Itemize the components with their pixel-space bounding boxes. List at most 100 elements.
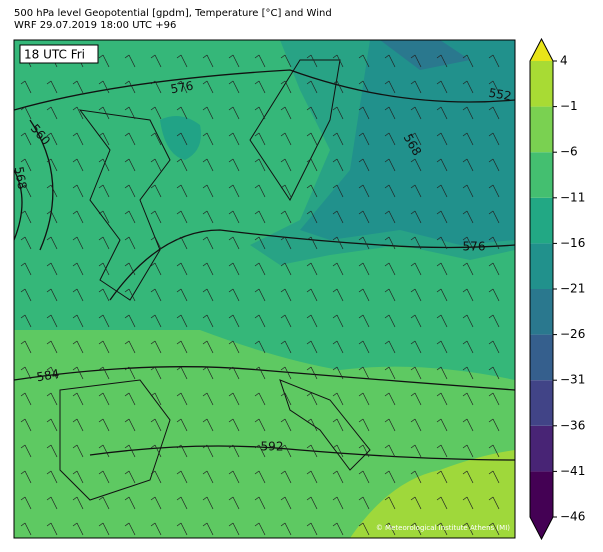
wind-barb	[20, 418, 32, 432]
wind-barb	[46, 262, 58, 276]
wind-barb	[46, 80, 58, 94]
wind-barb	[124, 470, 136, 484]
wind-barb	[124, 80, 136, 94]
wind-barb	[332, 418, 344, 432]
contour-label: 576	[463, 240, 486, 254]
wind-barb	[98, 210, 110, 224]
wind-barb	[306, 80, 318, 94]
wind-barb	[306, 366, 318, 380]
wind-barb	[98, 522, 110, 536]
wind-barb	[46, 418, 58, 432]
wind-barb	[72, 392, 84, 406]
wind-barb	[488, 366, 500, 380]
wind-barb	[98, 340, 110, 354]
wind-barb	[20, 210, 32, 224]
wind-barb	[176, 340, 188, 354]
wind-barb	[176, 262, 188, 276]
wind-barb	[176, 132, 188, 146]
wind-barb	[358, 106, 370, 120]
wind-barb	[462, 210, 474, 224]
wind-barb	[384, 80, 396, 94]
wind-barb	[20, 106, 32, 120]
wind-barb	[436, 210, 448, 224]
wind-barb	[228, 496, 240, 510]
wind-barb	[410, 132, 422, 146]
wind-barb	[98, 54, 110, 68]
wind-barb	[332, 262, 344, 276]
wind-barb	[46, 106, 58, 120]
wind-barb	[176, 184, 188, 198]
wind-barb	[98, 444, 110, 458]
wind-barb	[332, 210, 344, 224]
wind-barb	[488, 54, 500, 68]
wind-barb	[124, 444, 136, 458]
wind-barb	[280, 522, 292, 536]
wind-barb	[72, 106, 84, 120]
colorbar-band	[530, 61, 553, 107]
wind-barb	[254, 470, 266, 484]
wind-barb	[228, 158, 240, 172]
wind-barb	[306, 106, 318, 120]
wind-barb	[410, 158, 422, 172]
wind-barb	[280, 184, 292, 198]
colorbar: −46 −41 −36 −31 −26 −21 −16 −11 −6 −1 4	[529, 37, 585, 541]
wind-barb	[72, 288, 84, 302]
wind-barb	[384, 184, 396, 198]
colorbar-tick-label: −16	[560, 236, 585, 250]
time-box	[19, 44, 99, 64]
wind-barb	[410, 210, 422, 224]
wind-barb	[228, 444, 240, 458]
wind-barb	[46, 314, 58, 328]
wind-barb	[384, 158, 396, 172]
wind-barb	[280, 340, 292, 354]
wind-barb	[72, 314, 84, 328]
wind-barb	[98, 314, 110, 328]
wind-barb	[228, 210, 240, 224]
wind-barb	[332, 132, 344, 146]
wind-barb	[98, 262, 110, 276]
wind-barb	[228, 340, 240, 354]
wind-barb	[176, 314, 188, 328]
wind-barb	[462, 444, 474, 458]
wind-barb	[176, 444, 188, 458]
wind-barb	[202, 522, 214, 536]
wind-barb	[280, 496, 292, 510]
wind-barb	[384, 522, 396, 536]
wind-barb	[20, 132, 32, 146]
colorbar-band	[530, 243, 553, 289]
wind-barb	[124, 184, 136, 198]
wind-barb	[332, 392, 344, 406]
wind-barb	[20, 80, 32, 94]
wind-barb	[358, 132, 370, 146]
wind-barb	[254, 522, 266, 536]
wind-barb	[332, 366, 344, 380]
colorbar-tick-label: −6	[560, 145, 578, 159]
wind-barb	[98, 80, 110, 94]
wind-barb	[332, 288, 344, 302]
wind-barb	[46, 210, 58, 224]
wind-barb	[124, 392, 136, 406]
wind-barb	[410, 340, 422, 354]
wind-barb	[98, 496, 110, 510]
wind-barb	[358, 340, 370, 354]
wind-barb	[280, 470, 292, 484]
wind-barb	[488, 314, 500, 328]
wind-barb	[384, 366, 396, 380]
wind-barb	[410, 392, 422, 406]
wind-barb	[176, 210, 188, 224]
wind-barb	[488, 522, 500, 536]
wind-barb	[20, 184, 32, 198]
wind-barb	[462, 366, 474, 380]
wind-barb	[462, 340, 474, 354]
wind-barb	[46, 236, 58, 250]
wind-barb	[72, 262, 84, 276]
wind-barb	[72, 418, 84, 432]
wind-barb	[410, 54, 422, 68]
wind-barb	[228, 418, 240, 432]
wind-barb	[254, 314, 266, 328]
colorbar-band	[530, 152, 553, 198]
wind-barb	[358, 470, 370, 484]
wind-barb	[228, 470, 240, 484]
wind-barb	[98, 184, 110, 198]
